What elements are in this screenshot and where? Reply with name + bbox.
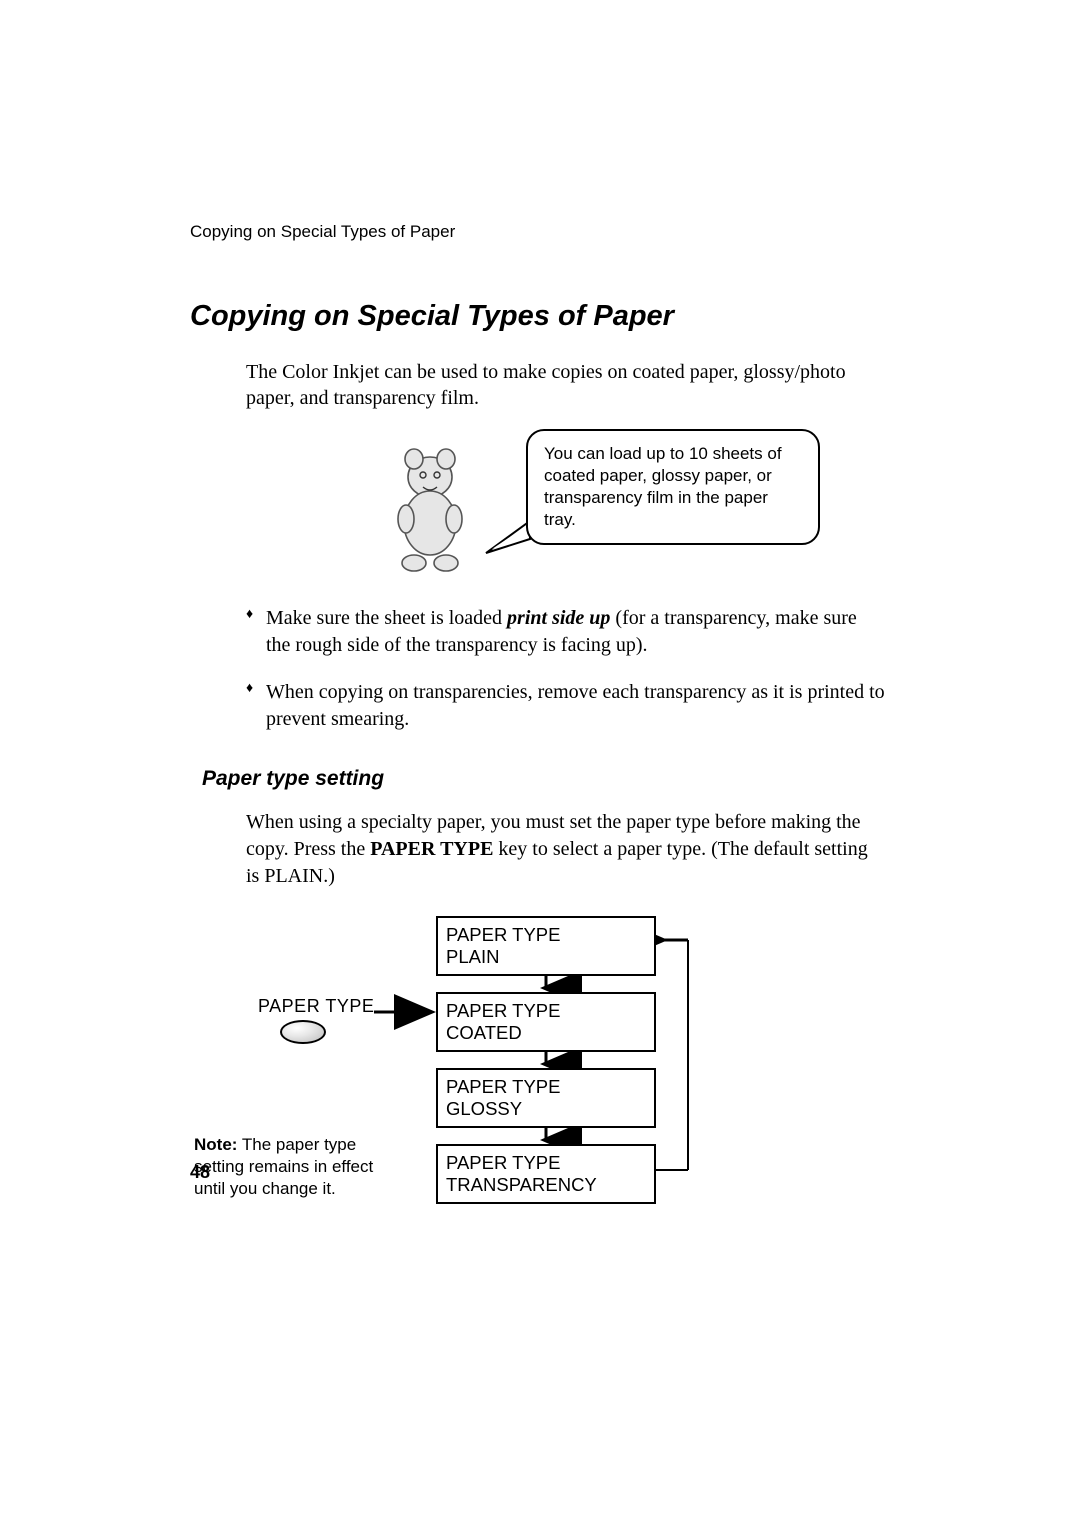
display-box-coated: PAPER TYPE COATED [436, 992, 656, 1052]
bullet-item: When copying on transparencies, remove e… [246, 679, 886, 733]
tip-callout: You can load up to 10 sheets of coated p… [246, 429, 886, 589]
box-line: PAPER TYPE [446, 1000, 560, 1021]
display-box-plain: PAPER TYPE PLAIN [436, 916, 656, 976]
paper-type-diagram: PAPER TYPE [134, 916, 854, 1246]
bullet-item: Make sure the sheet is loaded print side… [246, 605, 886, 659]
box-line: COATED [446, 1022, 522, 1043]
box-line: PAPER TYPE [446, 1076, 560, 1097]
page-title: Copying on Special Types of Paper [190, 300, 910, 333]
bullet-text: When copying on transparencies, remove e… [266, 681, 885, 730]
intro-paragraph: The Color Inkjet can be used to make cop… [246, 359, 886, 411]
bullet-text: Make sure the sheet is loaded [266, 607, 507, 629]
sub-body-paragraph: When using a specialty paper, you must s… [246, 809, 886, 890]
section-subhead: Paper type setting [202, 767, 910, 791]
tip-bubble: You can load up to 10 sheets of coated p… [526, 429, 820, 545]
mascot-icon [386, 445, 476, 575]
page-number: 48 [190, 1162, 210, 1183]
box-line: PAPER TYPE [446, 924, 560, 945]
box-line: PAPER TYPE [446, 1152, 560, 1173]
running-head: Copying on Special Types of Paper [190, 222, 910, 242]
bullet-list: Make sure the sheet is loaded print side… [246, 605, 886, 733]
display-box-glossy: PAPER TYPE GLOSSY [436, 1068, 656, 1128]
box-line: PLAIN [446, 946, 499, 967]
note-label: Note: [194, 1135, 237, 1154]
display-box-transparency: PAPER TYPE TRANSPARENCY [436, 1144, 656, 1204]
bullet-emphasis: print side up [507, 607, 610, 629]
diagram-note: Note: The paper type setting remains in … [194, 1134, 404, 1200]
key-name: PAPER TYPE [370, 838, 493, 860]
box-line: TRANSPARENCY [446, 1174, 597, 1195]
box-line: GLOSSY [446, 1098, 522, 1119]
